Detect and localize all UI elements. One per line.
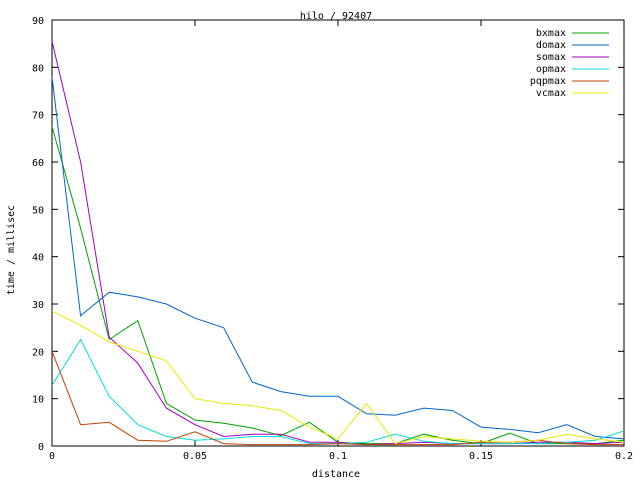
chart-title: hilo / 92407	[300, 11, 372, 22]
legend-label-somax: somax	[536, 52, 566, 63]
y-tick-label: 50	[32, 205, 44, 216]
x-tick-label: 0.15	[469, 451, 493, 462]
series-line-somax	[51, 41, 625, 446]
x-axis-label: distance	[312, 469, 360, 480]
y-axis-label: time / millisec	[6, 205, 17, 295]
plot-frame: 0 0.05 0.1 0.15 0.2 0 10 20 30 40 50 60 70 80 90	[32, 16, 633, 462]
y-tick-label: 10	[32, 395, 44, 406]
y-tick-label: 70	[32, 111, 44, 122]
series-group	[51, 41, 625, 446]
y-tick-label: 80	[32, 63, 44, 74]
legend-label-opmax: opmax	[536, 64, 566, 75]
series-line-opmax	[51, 338, 625, 445]
y-tick-label: 0	[38, 442, 44, 453]
legend-label-domax: domax	[536, 40, 566, 51]
series-line-pqpmax	[51, 351, 624, 446]
series-line-vcmax	[51, 310, 625, 445]
x-tick-label: 0.2	[615, 451, 633, 462]
y-tick-label: 20	[32, 347, 44, 358]
y-tick-label: 60	[32, 158, 44, 169]
x-tick-label: 0	[49, 451, 55, 462]
y-tick-label: 30	[32, 300, 44, 311]
x-tick-label: 0.1	[329, 451, 347, 462]
x-tick-label: 0.05	[183, 451, 207, 462]
series-line-domax	[51, 76, 625, 440]
y-tick-label: 40	[32, 253, 44, 264]
legend-label-pqpmax: pqpmax	[530, 76, 566, 87]
legend-label-vcmax: vcmax	[536, 88, 566, 99]
legend-label-bxmax: bxmax	[536, 28, 566, 39]
y-tick-label: 90	[32, 16, 44, 27]
